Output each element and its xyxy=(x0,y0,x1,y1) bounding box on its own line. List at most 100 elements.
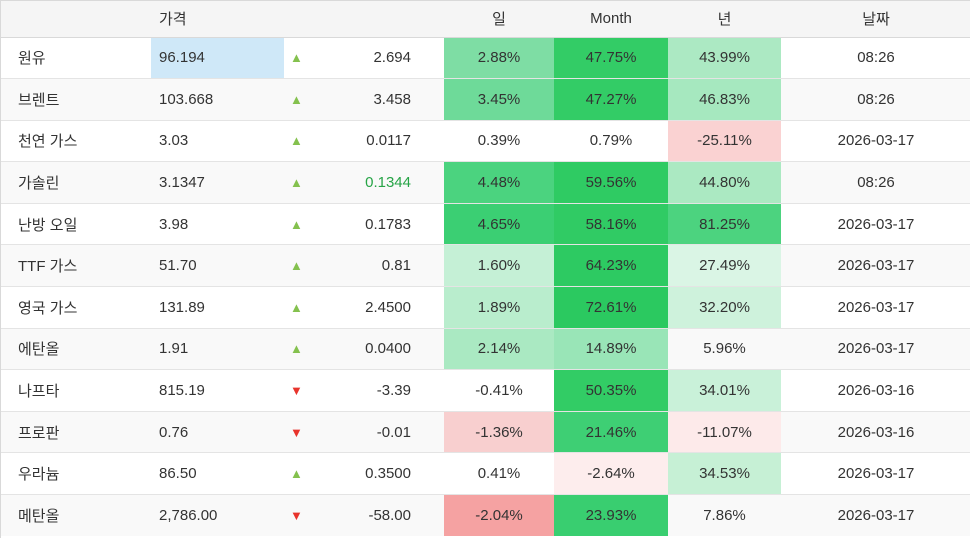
commodity-name-link[interactable]: 천연 가스 xyxy=(18,133,78,151)
year-change-cell: 34.01% xyxy=(668,369,781,412)
day-change-cell: 2.88% xyxy=(444,37,554,79)
down-arrow-icon: ▼ xyxy=(284,369,331,412)
change-value-cell: 2.4500 xyxy=(331,286,444,329)
change-value-cell: 0.3500 xyxy=(331,452,444,495)
change-value-cell: 0.1783 xyxy=(331,202,444,245)
date-cell: 2026-03-16 xyxy=(781,410,970,453)
commodity-name-cell: 원유 xyxy=(1,37,151,79)
month-change-cell: 58.16% xyxy=(554,202,668,245)
change-value-cell: 0.0400 xyxy=(331,327,444,370)
commodity-name-link[interactable]: 브렌트 xyxy=(18,91,60,109)
commodity-name-cell: 난방 오일 xyxy=(1,202,151,245)
commodity-row: 천연 가스 3.03 ▲ 0.0117 0.39% 0.79% -25.11% 2026-03… xyxy=(1,119,970,162)
down-arrow-icon: ▼ xyxy=(284,494,331,537)
up-arrow-icon: ▲ xyxy=(284,161,331,204)
price-cell: 2,786.00 xyxy=(151,494,284,537)
year-change-cell: 43.99% xyxy=(668,37,781,79)
commodity-row: 에탄올 1.91 ▲ 0.0400 2.14% 14.89% 5.96% 2026-03-17 xyxy=(1,327,970,370)
commodity-row: TTF 가스 51.70 ▲ 0.81 1.60% 64.23% 27.49% 2026-03… xyxy=(1,244,970,287)
commodity-name-link[interactable]: 영국 가스 xyxy=(18,299,78,317)
month-change-cell: 47.75% xyxy=(554,37,668,79)
commodity-name-link[interactable]: 메탄올 xyxy=(18,508,60,526)
date-cell: 2026-03-17 xyxy=(781,244,970,287)
header-cell-arrow xyxy=(284,1,331,38)
month-change-cell: 23.93% xyxy=(554,494,668,537)
price-cell: 3.03 xyxy=(151,119,284,162)
commodity-name-link[interactable]: 나프타 xyxy=(18,383,60,401)
commodity-name-cell: 나프타 xyxy=(1,369,151,412)
date-cell: 2026-03-17 xyxy=(781,327,970,370)
year-change-cell: 7.86% xyxy=(668,494,781,537)
year-change-cell: -11.07% xyxy=(668,410,781,453)
price-cell: 1.91 xyxy=(151,327,284,370)
day-change-cell: 3.45% xyxy=(444,78,554,121)
day-change-cell: 0.39% xyxy=(444,119,554,162)
day-change-cell: 0.41% xyxy=(444,452,554,495)
month-change-cell: 59.56% xyxy=(554,161,668,204)
header-cell-price[interactable]: 가격 xyxy=(151,1,284,38)
header-cell-day[interactable]: 일 xyxy=(444,1,554,38)
change-value-cell: -0.01 xyxy=(331,410,444,453)
commodity-name-cell: 프로판 xyxy=(1,410,151,453)
down-arrow-icon: ▼ xyxy=(284,410,331,453)
date-cell: 2026-03-17 xyxy=(781,494,970,537)
commodity-row: 브렌트 103.668 ▲ 3.458 3.45% 47.27% 46.83% 08:26 xyxy=(1,78,970,121)
header-cell-change xyxy=(331,1,444,38)
year-change-cell: 27.49% xyxy=(668,244,781,287)
day-change-cell: 4.48% xyxy=(444,161,554,204)
year-change-cell: 81.25% xyxy=(668,202,781,245)
month-change-cell: 0.79% xyxy=(554,119,668,162)
price-cell: 86.50 xyxy=(151,452,284,495)
commodity-row: 메탄올 2,786.00 ▼ -58.00 -2.04% 23.93% 7.86% 2026-… xyxy=(1,494,970,537)
commodity-name-cell: TTF 가스 xyxy=(1,244,151,287)
up-arrow-icon: ▲ xyxy=(284,286,331,329)
commodity-row: 원유 96.194 ▲ 2.694 2.88% 47.75% 43.99% 08:26 xyxy=(1,37,970,79)
table-body: 원유 96.194 ▲ 2.694 2.88% 47.75% 43.99% 08:26 브렌트 1… xyxy=(1,37,970,537)
month-change-cell: 21.46% xyxy=(554,410,668,453)
change-value-cell: -3.39 xyxy=(331,369,444,412)
day-change-cell: 1.89% xyxy=(444,286,554,329)
year-change-cell: -25.11% xyxy=(668,119,781,162)
commodity-name-link[interactable]: 에탄올 xyxy=(18,341,60,359)
commodity-row: 우라늄 86.50 ▲ 0.3500 0.41% -2.64% 34.53% 2026-03-… xyxy=(1,452,970,495)
month-change-cell: 64.23% xyxy=(554,244,668,287)
up-arrow-icon: ▲ xyxy=(284,244,331,287)
commodity-row: 프로판 0.76 ▼ -0.01 -1.36% 21.46% -11.07% 2026-03-… xyxy=(1,410,970,453)
commodity-name-link[interactable]: 프로판 xyxy=(18,424,60,442)
commodity-name-cell: 우라늄 xyxy=(1,452,151,495)
month-change-cell: 72.61% xyxy=(554,286,668,329)
commodity-row: 나프타 815.19 ▼ -3.39 -0.41% 50.35% 34.01% 2026-03… xyxy=(1,369,970,412)
year-change-cell: 32.20% xyxy=(668,286,781,329)
commodity-name-link[interactable]: 난방 오일 xyxy=(18,216,78,234)
commodity-name-cell: 가솔린 xyxy=(1,161,151,204)
up-arrow-icon: ▲ xyxy=(284,78,331,121)
header-cell-name xyxy=(1,1,151,38)
header-cell-month[interactable]: Month xyxy=(554,1,668,38)
month-change-cell: 14.89% xyxy=(554,327,668,370)
commodity-name-link[interactable]: 우라늄 xyxy=(18,466,60,484)
day-change-cell: 1.60% xyxy=(444,244,554,287)
change-value-cell: 0.0117 xyxy=(331,119,444,162)
day-change-cell: 4.65% xyxy=(444,202,554,245)
commodity-name-link[interactable]: 원유 xyxy=(18,50,46,68)
change-value-cell: 2.694 xyxy=(373,49,411,67)
commodity-name-link[interactable]: TTF 가스 xyxy=(18,258,78,276)
up-arrow-icon: ▲ xyxy=(284,452,331,495)
date-cell: 2026-03-17 xyxy=(781,286,970,329)
commodity-name-cell: 천연 가스 xyxy=(1,119,151,162)
day-change-cell: -2.04% xyxy=(444,494,554,537)
header-cell-date[interactable]: 날짜 xyxy=(781,1,970,38)
header-cell-year[interactable]: 년 xyxy=(668,1,781,38)
day-change-cell: -1.36% xyxy=(444,410,554,453)
change-value-cell: 0.81 xyxy=(331,244,444,287)
month-change-cell: 50.35% xyxy=(554,369,668,412)
up-arrow-icon: ▲ xyxy=(284,119,331,162)
date-cell: 08:26 xyxy=(781,161,970,204)
month-change-cell: 47.27% xyxy=(554,78,668,121)
commodity-row: 영국 가스 131.89 ▲ 2.4500 1.89% 72.61% 32.20% 2026-… xyxy=(1,286,970,329)
price-cell: 3.1347 xyxy=(151,161,284,204)
commodity-name-link[interactable]: 가솔린 xyxy=(18,175,60,193)
date-cell: 2026-03-17 xyxy=(781,202,970,245)
